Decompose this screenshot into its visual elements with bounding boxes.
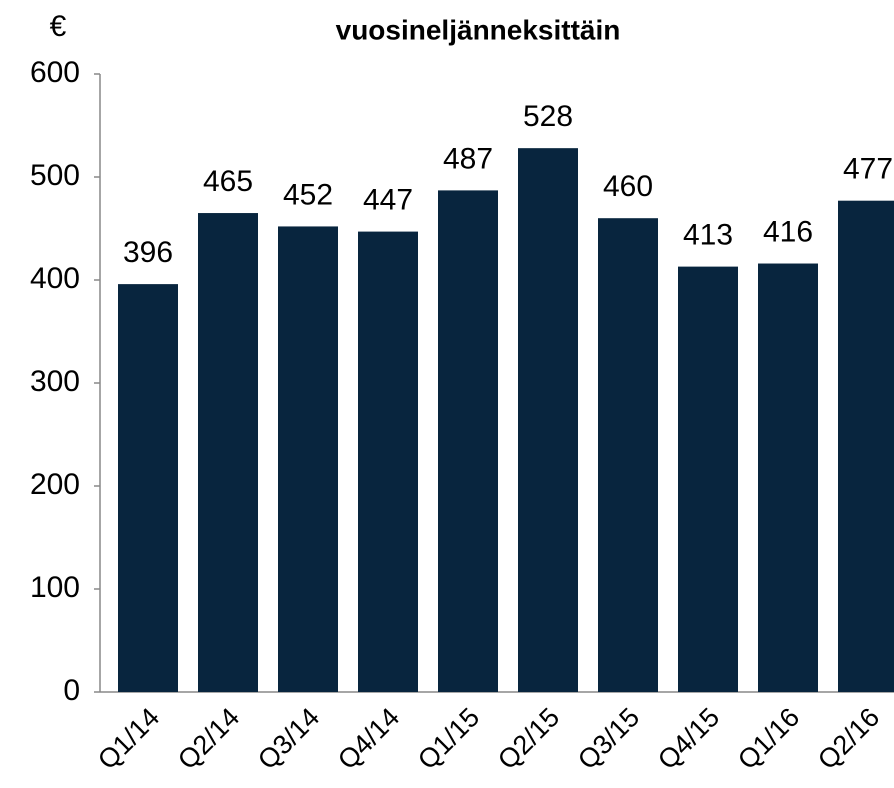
y-tick-label: 200 <box>30 468 80 501</box>
bar <box>678 266 738 692</box>
y-tick-label: 0 <box>63 674 80 707</box>
bar <box>838 200 894 692</box>
data-label: 487 <box>443 142 493 175</box>
bar <box>198 213 258 693</box>
bar <box>758 263 818 692</box>
bar <box>278 226 338 692</box>
y-tick-label: 400 <box>30 262 80 295</box>
data-label: 528 <box>523 100 573 133</box>
x-tick-label: Q3/15 <box>572 702 645 775</box>
data-label: 465 <box>203 165 253 198</box>
x-tick-label: Q2/14 <box>172 702 245 775</box>
x-tick-label: Q4/15 <box>652 702 725 775</box>
data-label: 477 <box>843 153 893 186</box>
data-label: 460 <box>603 170 653 203</box>
bar <box>358 231 418 692</box>
chart-title: vuosineljänneksittäin <box>336 14 621 45</box>
data-label: 396 <box>123 236 173 269</box>
x-tick-label: Q1/15 <box>412 702 485 775</box>
x-tick-label: Q1/16 <box>732 702 805 775</box>
bar <box>598 218 658 692</box>
x-tick-label: Q2/16 <box>812 702 885 775</box>
data-label: 416 <box>763 215 813 248</box>
x-tick-label: Q4/14 <box>332 702 405 775</box>
y-tick-label: 600 <box>30 56 80 89</box>
y-tick-label: 100 <box>30 571 80 604</box>
bar <box>438 190 498 692</box>
y-axis-label: € <box>50 10 67 43</box>
x-tick-label: Q1/14 <box>92 702 165 775</box>
data-label: 452 <box>283 178 333 211</box>
x-tick-label: Q3/14 <box>252 702 325 775</box>
data-label: 447 <box>363 184 413 217</box>
x-tick-label: Q2/15 <box>492 702 565 775</box>
y-tick-label: 500 <box>30 159 80 192</box>
data-label: 413 <box>683 219 733 252</box>
bar <box>518 148 578 692</box>
bar <box>118 284 178 692</box>
y-tick-label: 300 <box>30 365 80 398</box>
